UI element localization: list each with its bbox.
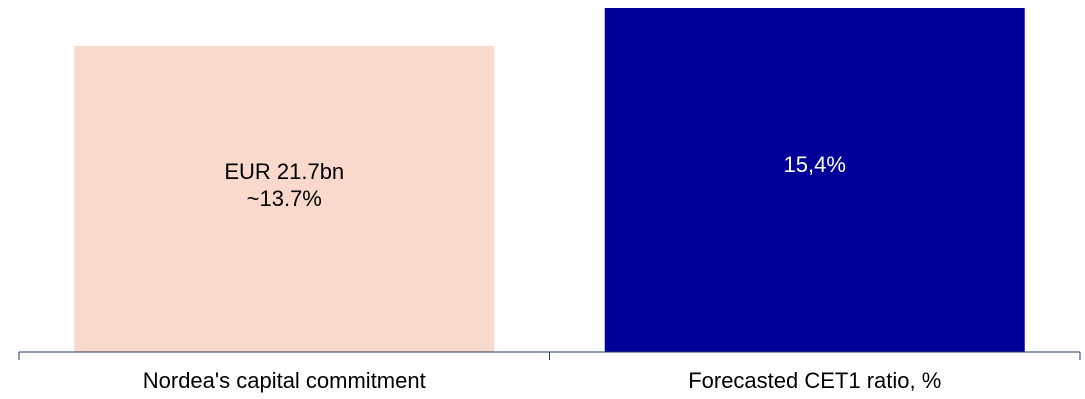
x-tick-label-1: Nordea's capital commitment [143, 368, 426, 393]
data-labels-layer: EUR 21.7bn~13.7% 15,4% [224, 152, 846, 211]
bar-2-data-label-1: 15,4% [784, 152, 846, 177]
bar-1-data-label-2: ~13.7% [247, 186, 322, 211]
bar-1-data-label-1: EUR 21.7bn [224, 159, 344, 184]
x-axis [18, 351, 1081, 360]
bars-layer [74, 8, 1025, 352]
x-tick-labels-layer: Nordea's capital commitment Forecasted CE… [143, 368, 942, 393]
bar-1 [74, 45, 495, 352]
x-tick-label-2: Forecasted CET1 ratio, % [688, 368, 941, 393]
bar-2 [604, 8, 1025, 352]
